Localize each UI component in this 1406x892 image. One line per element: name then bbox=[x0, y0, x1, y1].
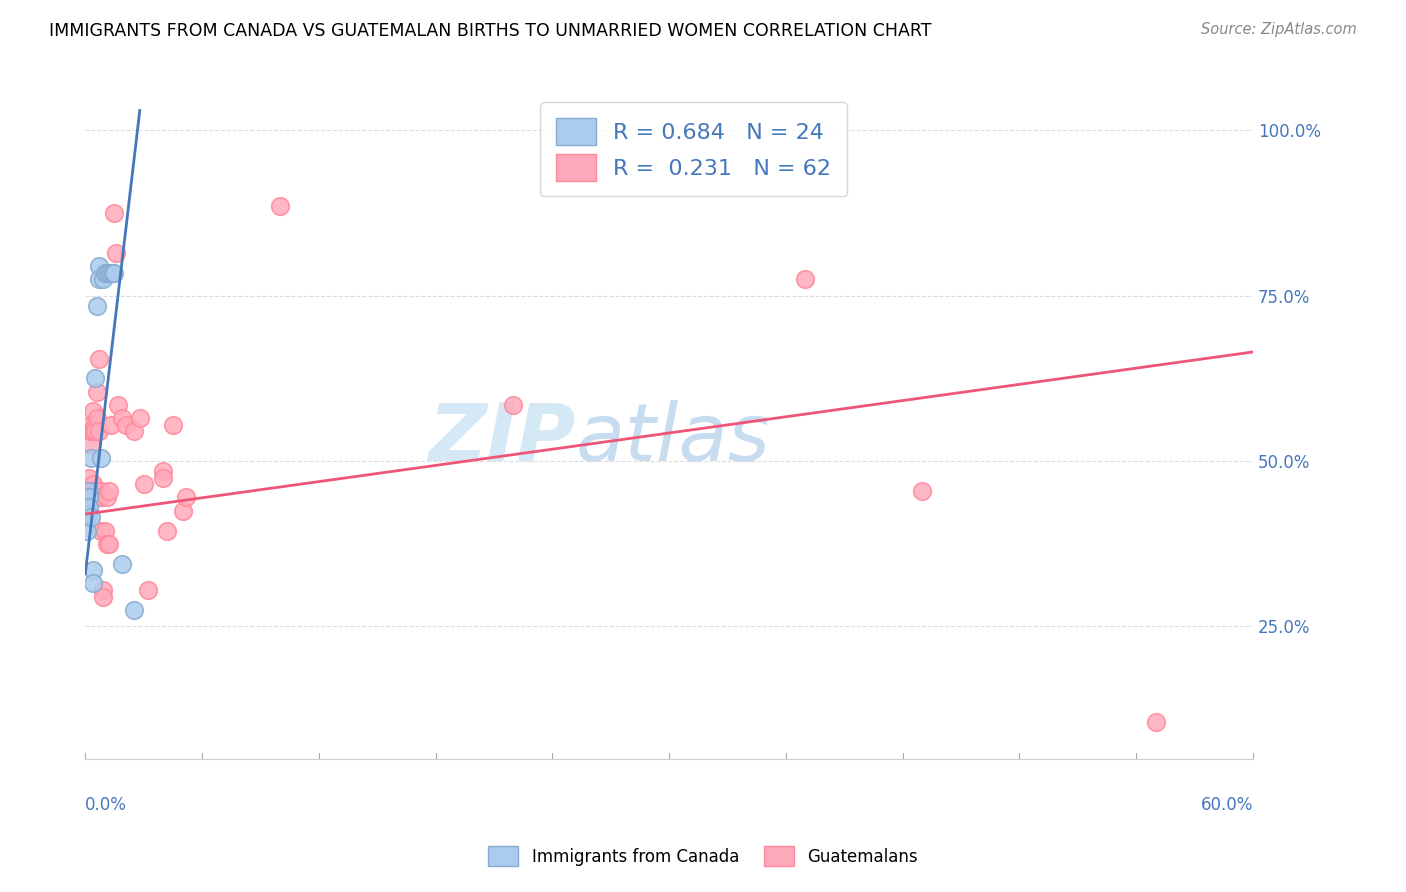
Point bbox=[76, 497, 98, 511]
Point bbox=[111, 411, 134, 425]
Point bbox=[91, 583, 114, 598]
Point bbox=[80, 417, 103, 432]
Point bbox=[794, 272, 817, 286]
Point bbox=[80, 437, 103, 451]
Point bbox=[77, 500, 100, 515]
Point bbox=[97, 266, 120, 280]
Point bbox=[911, 483, 934, 498]
Point bbox=[162, 417, 184, 432]
Legend: R = 0.684   N = 24, R =  0.231   N = 62: R = 0.684 N = 24, R = 0.231 N = 62 bbox=[540, 103, 846, 196]
Text: ZIP: ZIP bbox=[429, 400, 575, 477]
Point bbox=[107, 398, 129, 412]
Point bbox=[77, 470, 100, 484]
Point bbox=[152, 470, 174, 484]
Point bbox=[105, 245, 128, 260]
Point bbox=[87, 272, 110, 286]
Point bbox=[76, 497, 98, 511]
Point bbox=[94, 524, 117, 538]
Point bbox=[96, 266, 118, 280]
Point bbox=[80, 425, 103, 439]
Point bbox=[100, 417, 122, 432]
Point bbox=[82, 576, 104, 591]
Point bbox=[77, 483, 100, 498]
Text: 60.0%: 60.0% bbox=[1201, 797, 1253, 814]
Point bbox=[86, 483, 108, 498]
Point bbox=[87, 351, 110, 366]
Point bbox=[84, 425, 107, 439]
Point bbox=[84, 417, 107, 432]
Point bbox=[122, 603, 145, 617]
Point bbox=[77, 491, 100, 505]
Point bbox=[80, 450, 103, 465]
Point bbox=[269, 199, 291, 213]
Point bbox=[502, 398, 524, 412]
Point bbox=[122, 425, 145, 439]
Point bbox=[76, 524, 98, 538]
Point bbox=[103, 266, 125, 280]
Point bbox=[96, 537, 118, 551]
Point bbox=[82, 563, 104, 577]
Text: IMMIGRANTS FROM CANADA VS GUATEMALAN BIRTHS TO UNMARRIED WOMEN CORRELATION CHART: IMMIGRANTS FROM CANADA VS GUATEMALAN BIR… bbox=[49, 22, 932, 40]
Point bbox=[90, 450, 112, 465]
Point bbox=[87, 259, 110, 273]
Point bbox=[87, 483, 110, 498]
Point bbox=[101, 266, 124, 280]
Point bbox=[111, 557, 134, 571]
Point bbox=[87, 425, 110, 439]
Point bbox=[156, 524, 179, 538]
Point bbox=[80, 510, 103, 524]
Text: Source: ZipAtlas.com: Source: ZipAtlas.com bbox=[1201, 22, 1357, 37]
Point bbox=[97, 483, 120, 498]
Point bbox=[76, 504, 98, 518]
Point bbox=[80, 491, 103, 505]
Point bbox=[76, 510, 98, 524]
Text: 0.0%: 0.0% bbox=[86, 797, 127, 814]
Point bbox=[100, 266, 122, 280]
Point bbox=[91, 272, 114, 286]
Point bbox=[152, 464, 174, 478]
Text: atlas: atlas bbox=[575, 400, 770, 477]
Point bbox=[86, 384, 108, 399]
Point bbox=[86, 299, 108, 313]
Point bbox=[77, 497, 100, 511]
Point bbox=[176, 491, 198, 505]
Point bbox=[82, 477, 104, 491]
Point bbox=[103, 206, 125, 220]
Point bbox=[132, 477, 155, 491]
Point bbox=[128, 411, 150, 425]
Point bbox=[76, 491, 98, 505]
Point bbox=[84, 491, 107, 505]
Point bbox=[96, 491, 118, 505]
Point bbox=[82, 491, 104, 505]
Point bbox=[80, 483, 103, 498]
Point bbox=[82, 483, 104, 498]
Point bbox=[86, 411, 108, 425]
Point bbox=[1144, 715, 1167, 730]
Point bbox=[77, 491, 100, 505]
Point bbox=[82, 404, 104, 418]
Point bbox=[91, 590, 114, 604]
Point bbox=[90, 491, 112, 505]
Point bbox=[76, 491, 98, 505]
Point bbox=[90, 483, 112, 498]
Point bbox=[94, 266, 117, 280]
Point bbox=[115, 417, 138, 432]
Point bbox=[136, 583, 159, 598]
Point bbox=[172, 504, 194, 518]
Legend: Immigrants from Canada, Guatemalans: Immigrants from Canada, Guatemalans bbox=[479, 838, 927, 875]
Point bbox=[77, 504, 100, 518]
Point bbox=[76, 510, 98, 524]
Point bbox=[86, 491, 108, 505]
Point bbox=[87, 491, 110, 505]
Point bbox=[82, 425, 104, 439]
Point bbox=[84, 371, 107, 385]
Point bbox=[97, 537, 120, 551]
Point bbox=[90, 524, 112, 538]
Point bbox=[84, 483, 107, 498]
Point bbox=[77, 483, 100, 498]
